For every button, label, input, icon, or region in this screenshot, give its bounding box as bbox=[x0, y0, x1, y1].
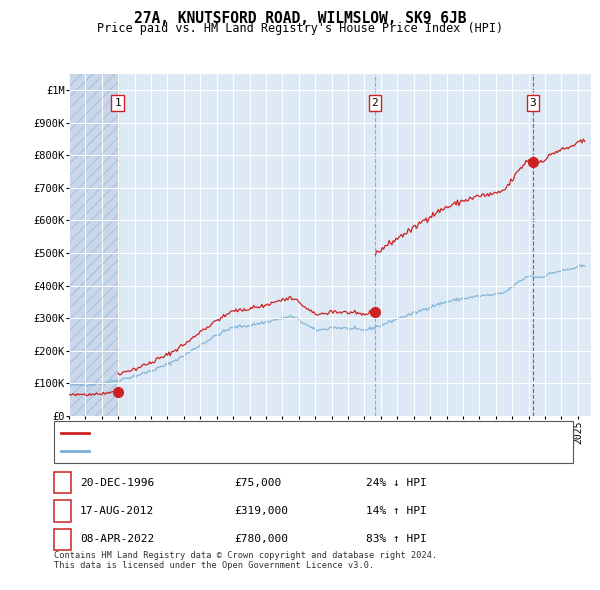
Text: 27A, KNUTSFORD ROAD, WILMSLOW, SK9 6JB: 27A, KNUTSFORD ROAD, WILMSLOW, SK9 6JB bbox=[134, 11, 466, 25]
Text: This data is licensed under the Open Government Licence v3.0.: This data is licensed under the Open Gov… bbox=[54, 560, 374, 569]
Text: 17-AUG-2012: 17-AUG-2012 bbox=[80, 506, 154, 516]
Text: 3: 3 bbox=[59, 533, 66, 546]
Text: Price paid vs. HM Land Registry's House Price Index (HPI): Price paid vs. HM Land Registry's House … bbox=[97, 22, 503, 35]
Text: 1: 1 bbox=[114, 98, 121, 108]
Text: 20-DEC-1996: 20-DEC-1996 bbox=[80, 478, 154, 487]
Text: 08-APR-2022: 08-APR-2022 bbox=[80, 535, 154, 544]
Text: 14% ↑ HPI: 14% ↑ HPI bbox=[366, 506, 427, 516]
Text: HPI: Average price, detached house, Cheshire East: HPI: Average price, detached house, Ches… bbox=[93, 446, 399, 456]
Text: 27A, KNUTSFORD ROAD, WILMSLOW, SK9 6JB (detached house): 27A, KNUTSFORD ROAD, WILMSLOW, SK9 6JB (… bbox=[93, 428, 437, 438]
Text: £780,000: £780,000 bbox=[234, 535, 288, 544]
Text: 1: 1 bbox=[59, 476, 66, 489]
Bar bbox=[69, 74, 118, 416]
Text: £319,000: £319,000 bbox=[234, 506, 288, 516]
Text: 3: 3 bbox=[530, 98, 536, 108]
Text: 83% ↑ HPI: 83% ↑ HPI bbox=[366, 535, 427, 544]
Text: 2: 2 bbox=[59, 504, 66, 517]
Text: 24% ↓ HPI: 24% ↓ HPI bbox=[366, 478, 427, 487]
Text: 2: 2 bbox=[371, 98, 378, 108]
Text: Contains HM Land Registry data © Crown copyright and database right 2024.: Contains HM Land Registry data © Crown c… bbox=[54, 550, 437, 559]
Text: £75,000: £75,000 bbox=[234, 478, 281, 487]
